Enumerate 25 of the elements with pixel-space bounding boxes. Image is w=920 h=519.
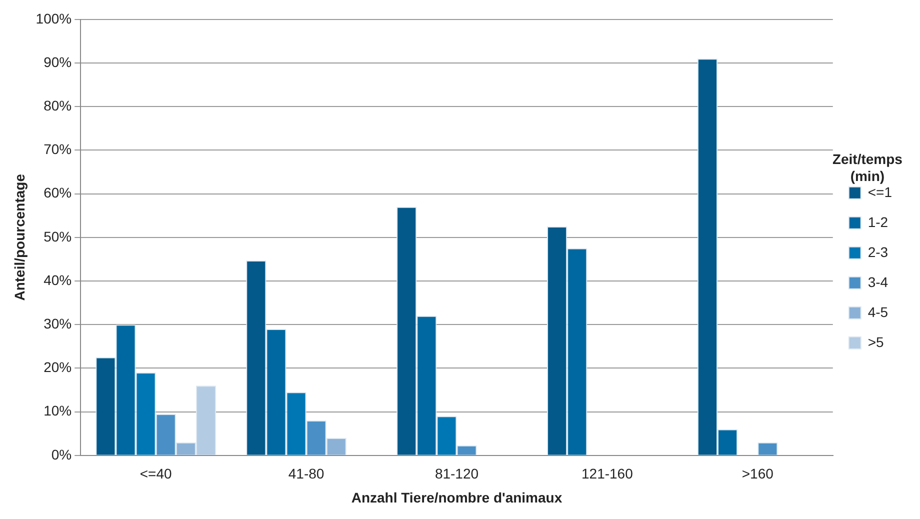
y-tick-label: 90% (44, 54, 72, 70)
y-tick-label: 70% (44, 141, 72, 158)
y-tick-label: 0% (51, 446, 72, 462)
x-tick-label: <=40 (140, 466, 172, 482)
x-tick-label: >160 (742, 466, 774, 482)
y-tick-label: 50% (44, 228, 72, 244)
y-tick-label: 10% (44, 402, 72, 419)
x-axis-title: Anzahl Tiere/nombre d'animaux (351, 489, 562, 506)
y-tick-label: 60% (44, 184, 72, 201)
x-tick-label: 121-160 (581, 466, 634, 482)
legend-label: 1-2 (868, 214, 888, 230)
y-tick-label: 100% (36, 10, 72, 26)
legend-label: 4-5 (868, 304, 888, 320)
legend-label: 2-3 (868, 244, 888, 260)
y-tick-label: 80% (44, 97, 72, 114)
y-tick-label: 30% (44, 315, 72, 332)
y-tick-label: 20% (44, 359, 72, 376)
legend-title: Zeit/temps (min) (832, 150, 903, 184)
x-tick-label: 81-120 (434, 466, 479, 482)
legend-label: <=1 (868, 184, 892, 200)
y-axis-title: Anteil/pourcentage (11, 174, 28, 301)
legend-label: 3-4 (868, 274, 888, 290)
legend-label: >5 (868, 334, 884, 350)
x-tick-label: 41-80 (288, 466, 324, 482)
y-tick-label: 40% (44, 272, 72, 288)
